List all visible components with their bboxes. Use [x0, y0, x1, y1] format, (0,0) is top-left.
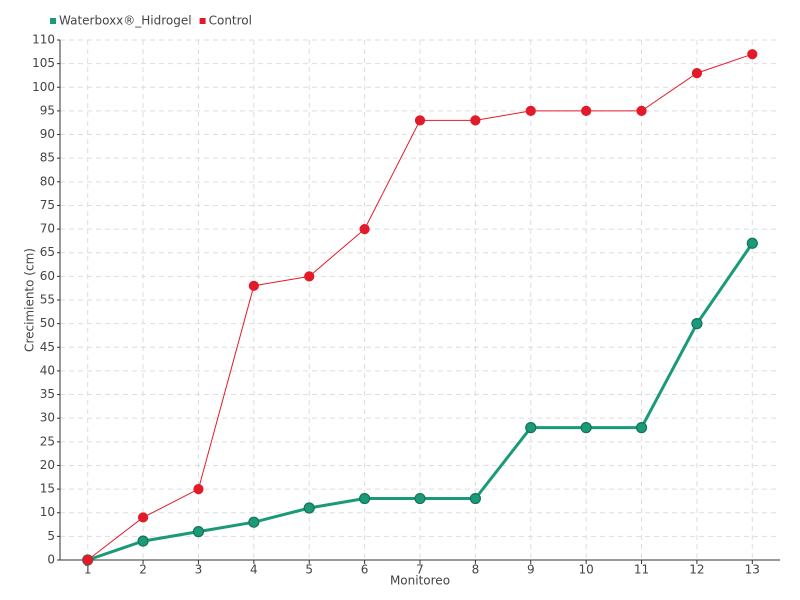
x-tick-label: 4	[250, 563, 258, 577]
data-point	[414, 115, 426, 126]
x-tick-label: 5	[305, 563, 313, 577]
x-tick-label: 3	[195, 563, 203, 577]
data-point	[746, 237, 758, 249]
y-tick-label: 25	[40, 434, 55, 448]
x-tick-label: 13	[745, 563, 760, 577]
data-point	[359, 492, 371, 505]
y-tick-label: 105	[32, 56, 55, 70]
data-point	[469, 492, 481, 505]
data-point	[581, 105, 592, 117]
x-tick-label: 10	[579, 563, 594, 577]
data-point	[193, 483, 204, 495]
data-point	[635, 422, 648, 434]
data-point	[137, 512, 149, 523]
data-point	[359, 223, 370, 235]
y-tick-label: 75	[40, 198, 55, 212]
data-point	[747, 49, 758, 60]
y-tick-label: 50	[40, 316, 55, 330]
data-point	[470, 115, 481, 126]
y-tick-label: 95	[40, 103, 55, 117]
y-tick-label: 100	[32, 80, 55, 94]
x-tick-label: 8	[472, 563, 480, 577]
data-point	[82, 554, 93, 566]
data-point	[691, 318, 703, 330]
y-tick-label: 110	[32, 33, 55, 47]
data-point	[303, 502, 315, 514]
data-point	[525, 105, 536, 117]
data-point	[137, 535, 149, 547]
x-tick-label: 7	[416, 563, 424, 577]
data-point	[691, 67, 703, 79]
y-tick-label: 35	[40, 387, 55, 401]
y-tick-label: 70	[40, 222, 55, 236]
y-tick-label: 60	[40, 269, 55, 283]
data-point	[525, 422, 537, 434]
y-tick-label: 10	[40, 505, 55, 519]
data-point	[304, 271, 315, 282]
data-point	[248, 516, 260, 528]
x-tick-label: 1	[84, 563, 92, 577]
legend-swatch	[199, 18, 206, 24]
y-tick-label: 80	[40, 174, 55, 188]
data-point	[414, 492, 426, 505]
data-point	[580, 422, 592, 434]
x-tick-label: 2	[139, 563, 147, 577]
y-tick-label: 0	[47, 553, 55, 567]
y-tick-label: 55	[40, 293, 55, 307]
x-tick-label: 12	[689, 563, 704, 577]
y-tick-label: 20	[40, 458, 55, 472]
y-tick-label: 30	[40, 411, 55, 425]
legend-label: Waterboxx®_Hidrogel	[59, 14, 192, 28]
y-tick-label: 40	[40, 363, 55, 377]
y-tick-label: 5	[47, 529, 55, 543]
y-tick-label: 85	[40, 151, 55, 165]
data-point	[636, 105, 647, 117]
y-tick-label: 65	[40, 245, 55, 259]
data-point	[248, 280, 259, 291]
y-axis-label: Crecimiento (cm)	[23, 248, 37, 352]
data-point	[192, 526, 205, 538]
y-tick-label: 45	[40, 340, 55, 354]
x-tick-label: 6	[361, 563, 369, 577]
x-tick-label: 9	[527, 563, 535, 577]
legend-label: Control	[209, 14, 252, 28]
x-axis-label: Monitoreo	[390, 574, 450, 588]
y-tick-label: 90	[40, 127, 55, 141]
x-tick-label: 11	[634, 563, 649, 577]
legend-swatch	[50, 18, 56, 24]
y-tick-label: 15	[40, 482, 55, 496]
